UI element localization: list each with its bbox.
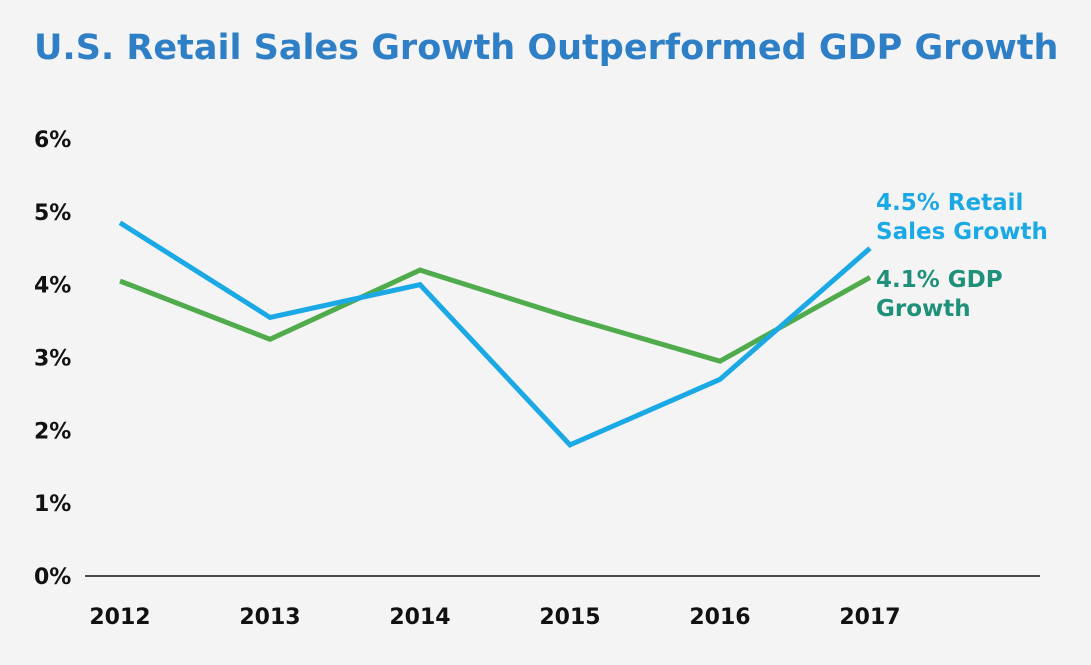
x-tick-label: 2012 [89, 605, 150, 630]
x-tick-label: 2014 [389, 605, 450, 630]
series-annotation-gdp: 4.1% GDP Growth [876, 267, 1003, 322]
y-axis: 0% 1% 2% 3% 4% 5% 6% [34, 128, 71, 590]
y-tick-label: 5% [34, 201, 71, 226]
series-line-gdp [119, 267, 872, 364]
y-tick-label: 1% [34, 492, 71, 517]
x-tick-label: 2017 [839, 605, 900, 630]
series-annotation-retail: 4.5% Retail Sales Growth [876, 190, 1048, 245]
y-tick-label: 4% [34, 274, 71, 299]
x-tick-label: 2015 [539, 605, 600, 630]
y-tick-label: 0% [34, 565, 71, 590]
series-line-retail [118, 220, 872, 448]
y-tick-label: 6% [34, 128, 71, 153]
x-tick-label: 2016 [689, 605, 750, 630]
y-tick-label: 3% [34, 347, 71, 372]
chart-title: U.S. Retail Sales Growth Outperformed GD… [34, 28, 1059, 68]
x-tick-label: 2013 [239, 605, 300, 630]
x-axis: 2012 2013 2014 2015 2016 2017 [85, 575, 1040, 630]
annotation-layer: 4.5% Retail Sales Growth 4.1% GDP Growth [876, 190, 1048, 322]
series-layer [118, 220, 872, 448]
y-tick-label: 2% [34, 419, 71, 444]
